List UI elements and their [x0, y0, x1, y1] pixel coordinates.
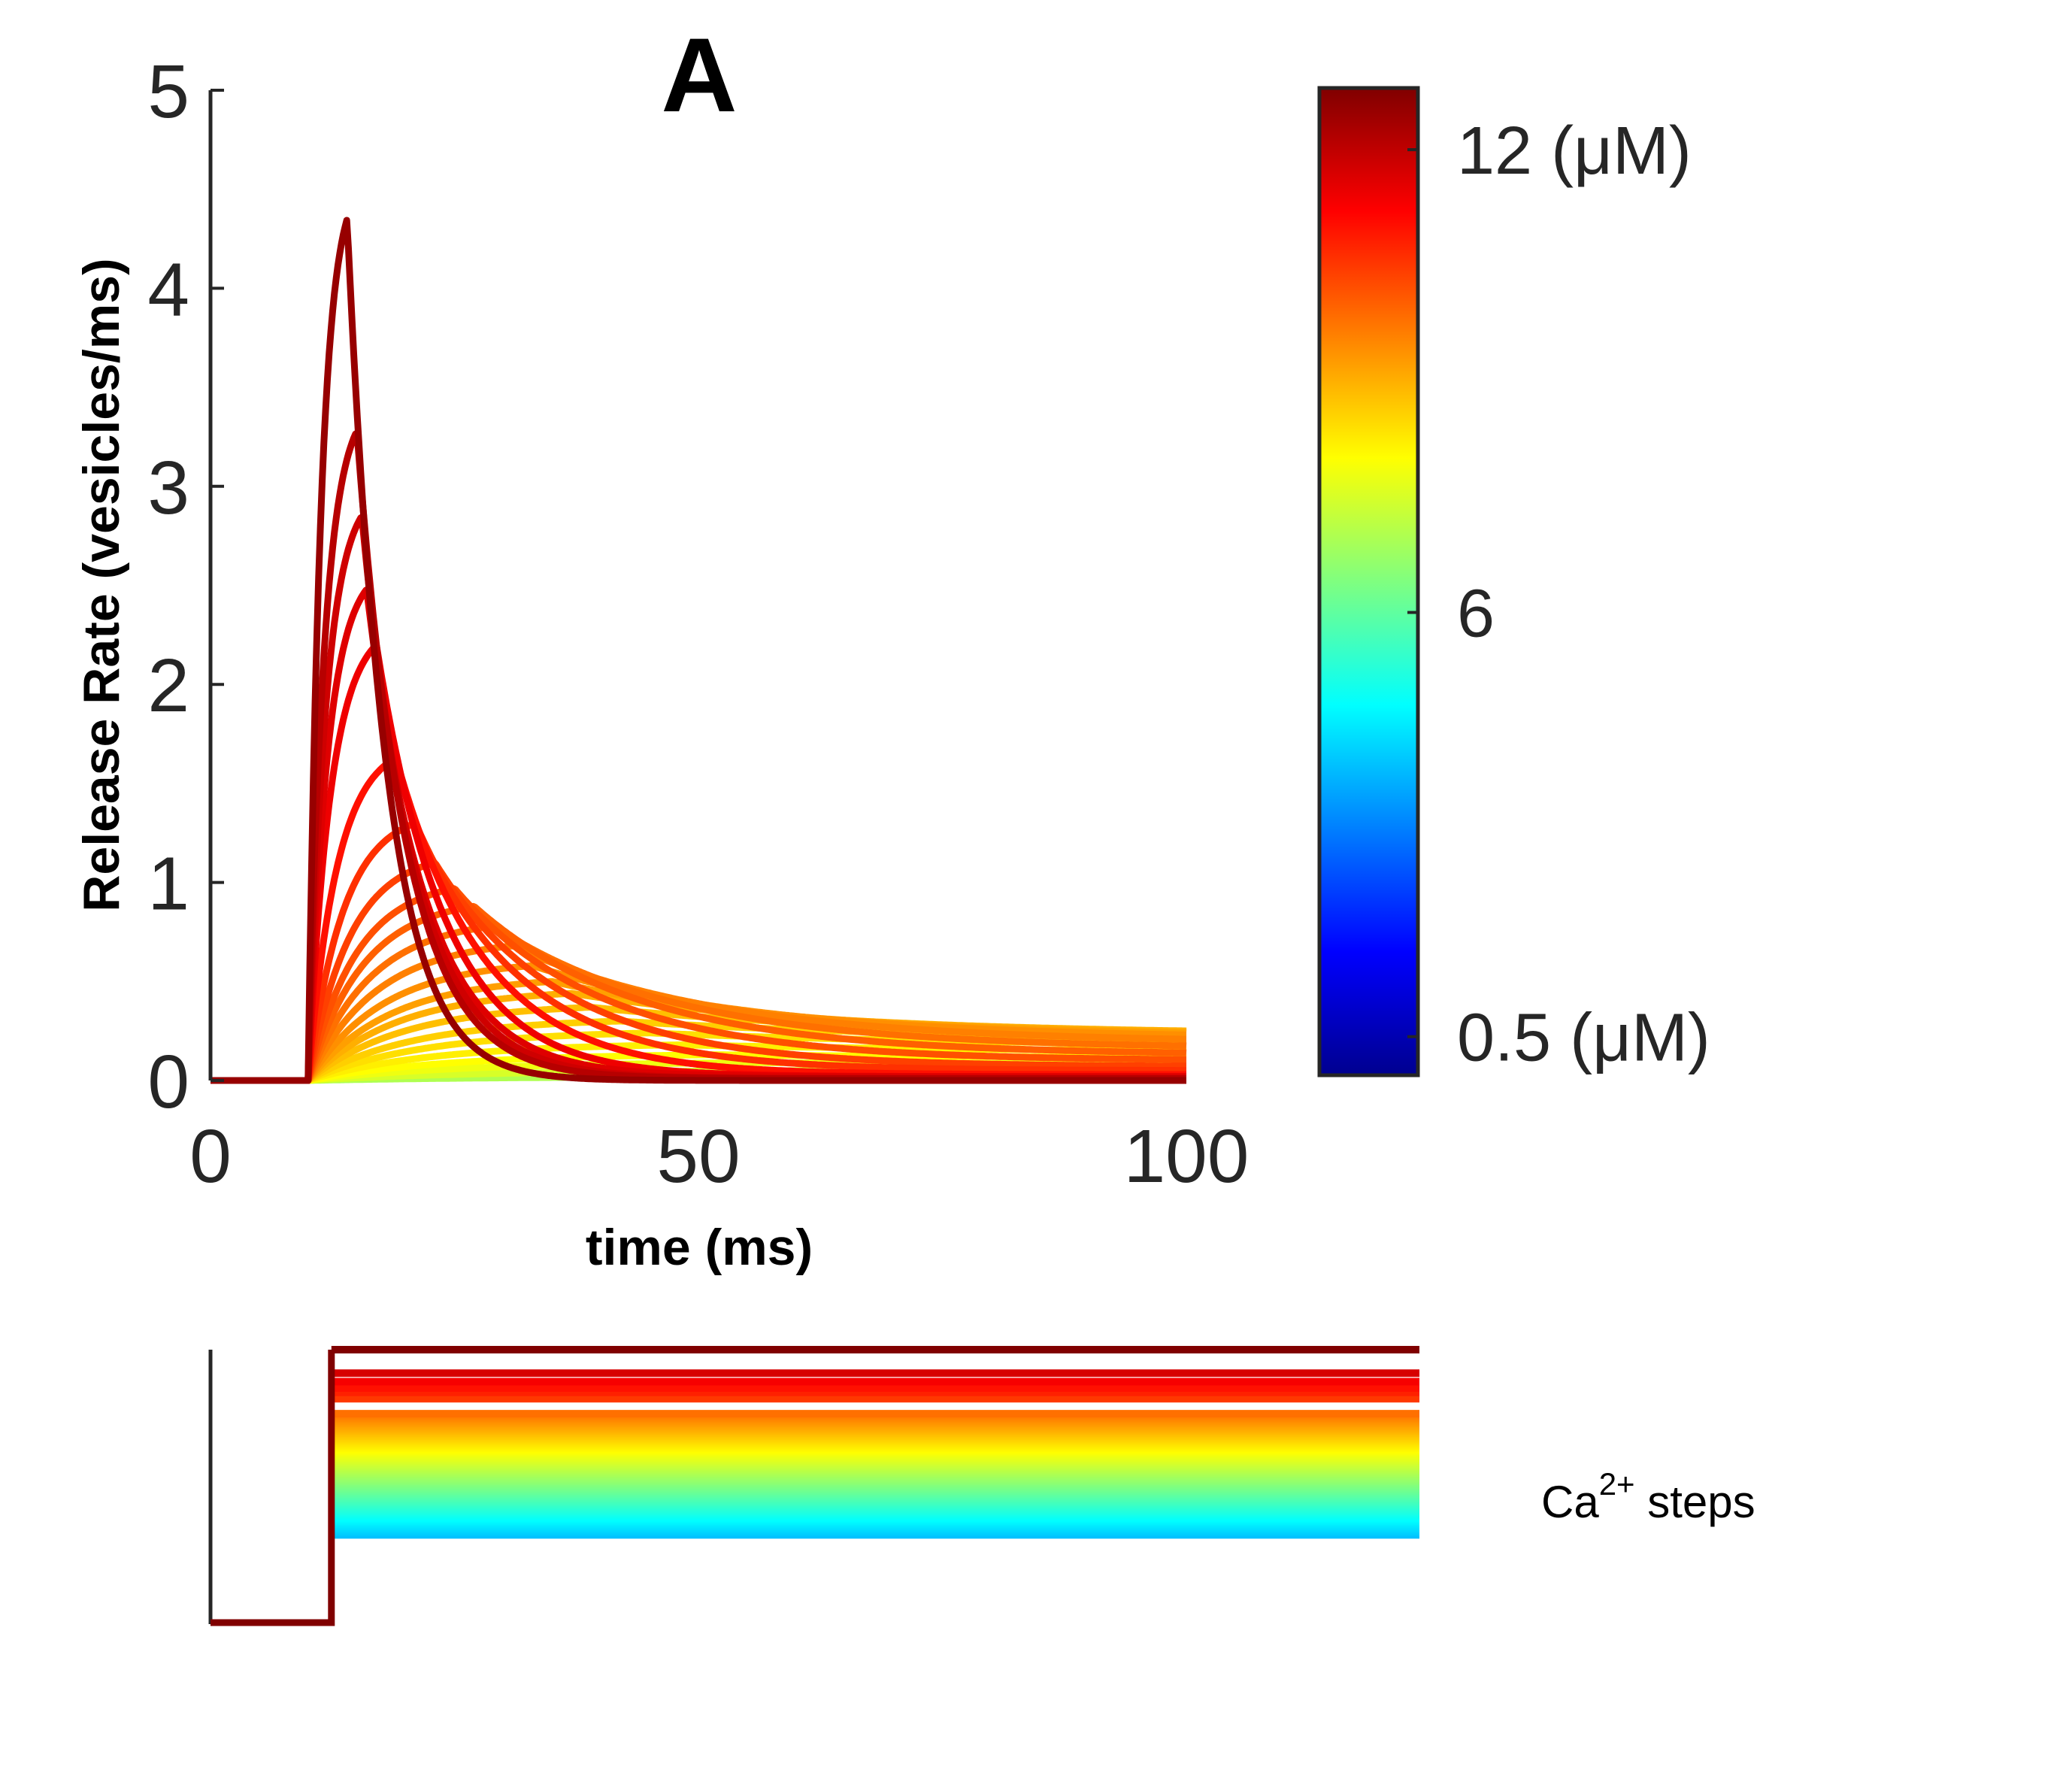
y-tick-label: 5	[147, 50, 189, 134]
release-curve	[211, 217, 1189, 1084]
colorbar-ticks: 12 (μM) 6 0.5 (μM)	[1407, 114, 1710, 1076]
x-tick-label: 0	[189, 1114, 232, 1199]
calcium-step-baseline	[211, 1350, 335, 1626]
panel-letter: A	[661, 16, 737, 134]
x-axis-title: time (ms)	[586, 1219, 813, 1276]
calcium-step-gradient	[331, 1412, 1419, 1539]
y-axis-title: Release Rate (vesicles/ms)	[73, 258, 130, 911]
release-curves	[211, 217, 1189, 1084]
calcium-steps-label-main: Ca	[1541, 1477, 1599, 1527]
release-curve	[211, 942, 1189, 1084]
y-tick-label: 1	[147, 842, 189, 926]
calcium-steps-label: Ca2+ steps	[1541, 1466, 1755, 1527]
calcium-step-lines	[211, 1346, 1419, 1626]
colorbar-tick-label: 0.5 (μM)	[1457, 1001, 1710, 1076]
release-curve	[211, 820, 1189, 1084]
colorbar: 12 (μM) 6 0.5 (μM)	[1317, 86, 1710, 1077]
colorbar-tick-label: 12 (μM)	[1457, 114, 1692, 189]
colorbar-tick-label: 6	[1457, 577, 1495, 652]
calcium-steps-label-rest: steps	[1635, 1477, 1755, 1527]
y-tick-label: 4	[147, 247, 189, 332]
x-tick-label: 100	[1124, 1114, 1250, 1199]
x-tick-label: 50	[656, 1114, 740, 1199]
release-rate-plot: 0 1 2 3 4 5 0 50 100 time (ms) Release Rate (ve…	[73, 50, 1249, 1276]
y-tick-label: 3	[147, 446, 189, 530]
x-axis-ticks: 0 50 100	[189, 1114, 1249, 1199]
calcium-steps-plot: Ca2+ steps	[208, 1346, 1755, 1626]
colorbar-gradient	[1317, 86, 1420, 1077]
y-tick-label: 2	[147, 644, 189, 728]
y-tick-label: 0	[147, 1040, 189, 1124]
calcium-steps-label-superscript: 2+	[1599, 1466, 1635, 1502]
y-axis-ticks: 0 1 2 3 4 5	[147, 50, 224, 1124]
